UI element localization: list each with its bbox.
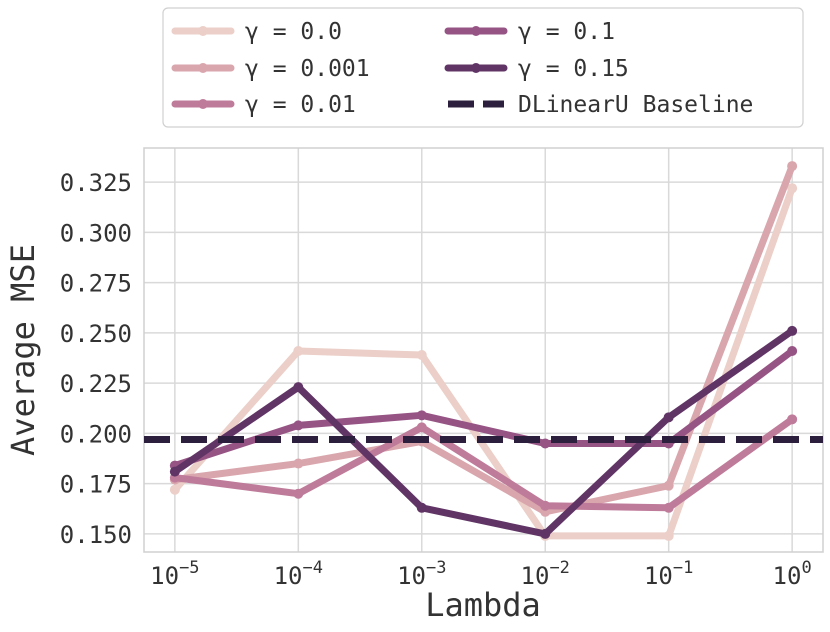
legend-marker: [198, 63, 208, 73]
series-point-1: [787, 161, 798, 172]
x-tick-label: 10−4: [274, 558, 323, 590]
series-point-4: [540, 528, 551, 539]
series-point-1: [663, 480, 674, 491]
legend-label: γ = 0.15: [518, 56, 629, 82]
y-tick-label: 0.225: [60, 370, 132, 398]
series-point-3: [293, 420, 304, 431]
series-point-0: [787, 183, 798, 194]
series-line-3: [171, 347, 796, 470]
series-point-2: [416, 422, 427, 433]
series-group: [169, 161, 798, 541]
series-point-1: [293, 458, 304, 469]
series-point-4: [169, 466, 180, 477]
series-point-0: [293, 346, 304, 357]
series-point-3: [787, 346, 798, 357]
legend-marker: [198, 26, 208, 36]
legend-label: γ = 0.0: [245, 19, 342, 45]
legend-label: γ = 0.01: [245, 92, 356, 118]
series-line-0: [171, 184, 796, 540]
y-tick-label: 0.250: [60, 320, 132, 348]
y-tick-label: 0.150: [60, 521, 132, 549]
series-point-4: [293, 382, 304, 393]
series-point-0: [663, 530, 674, 541]
legend-label: γ = 0.001: [245, 56, 370, 82]
legend-label: DLinearU Baseline: [518, 92, 753, 118]
y-tick-label: 0.325: [60, 169, 132, 197]
series-point-0: [169, 484, 180, 495]
x-tick-label: 10−2: [521, 558, 570, 590]
legend-marker: [471, 63, 481, 73]
series-line-2: [171, 415, 796, 512]
series-point-4: [787, 325, 798, 336]
plot-frame: [143, 147, 824, 553]
y-tick-label: 0.175: [60, 471, 132, 499]
series-point-2: [540, 500, 551, 511]
y-tick-label: 0.200: [60, 420, 132, 448]
plot-area: [144, 148, 823, 552]
series-point-4: [663, 412, 674, 423]
series-point-2: [663, 502, 674, 513]
series-point-3: [540, 438, 551, 449]
x-tick-label: 10−5: [150, 558, 199, 590]
legend-marker: [198, 99, 208, 109]
y-axis-title: Average MSE: [4, 244, 42, 456]
legend: γ = 0.0 γ = 0.001 γ = 0.01 γ = 0.1 γ = 0.15 D…: [162, 7, 804, 128]
x-axis-title: Lambda: [425, 586, 541, 624]
series-point-3: [416, 410, 427, 421]
x-tick-labels: 10−5 10−4 10−3 10−2 10−1 100: [150, 558, 812, 590]
series-line-4: [171, 327, 796, 538]
x-tick-label: 10−1: [644, 558, 693, 590]
y-tick-label: 0.275: [60, 270, 132, 298]
legend-marker: [471, 26, 481, 36]
legend-label: γ = 0.1: [518, 19, 615, 45]
series-point-0: [416, 350, 427, 361]
series-point-4: [416, 502, 427, 513]
y-tick-labels: 0.150 0.175 0.200 0.225 0.250 0.275 0.300 0.325: [60, 169, 132, 549]
y-tick-label: 0.300: [60, 219, 132, 247]
series-point-2: [293, 488, 304, 499]
series-point-2: [787, 414, 798, 425]
x-tick-label: 100: [773, 558, 812, 590]
x-tick-label: 10−3: [397, 558, 446, 590]
